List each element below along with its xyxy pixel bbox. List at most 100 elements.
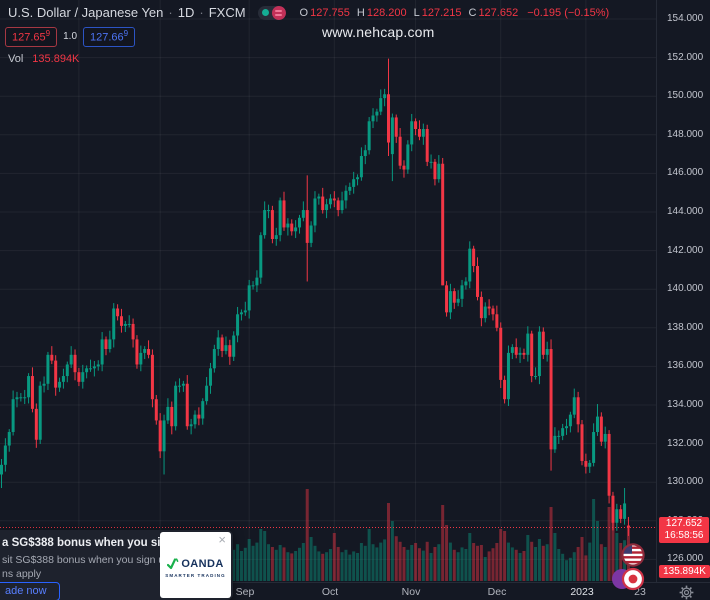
candle-body bbox=[7, 432, 11, 446]
ad-banner[interactable]: a SG$388 bonus when you sign up. sit SG$… bbox=[0, 530, 233, 600]
volume-bar bbox=[491, 548, 495, 581]
price-axis-label: 148.000 bbox=[667, 128, 704, 140]
volume-bar bbox=[468, 533, 472, 581]
volume-badge: 135.894K bbox=[659, 565, 710, 578]
candle-body bbox=[623, 503, 627, 519]
price-axis-label: 142.000 bbox=[667, 244, 704, 256]
volume-bar bbox=[456, 552, 460, 581]
candle-body bbox=[243, 310, 247, 313]
volume-bar bbox=[251, 545, 255, 581]
volume-bar bbox=[348, 554, 352, 581]
candle-body bbox=[19, 397, 23, 399]
candle-body bbox=[568, 414, 572, 427]
oanda-logo-icon bbox=[167, 558, 179, 570]
volume-bar bbox=[371, 544, 375, 581]
candle-body bbox=[433, 161, 437, 180]
candle-body bbox=[379, 98, 383, 112]
close-icon[interactable]: × bbox=[218, 532, 226, 547]
candle-body bbox=[371, 115, 375, 122]
change-value: −0.195 (−0.15%) bbox=[527, 6, 610, 19]
candle-body bbox=[410, 121, 414, 145]
candle-body bbox=[398, 136, 402, 166]
ask-price-button[interactable]: 127.669 bbox=[83, 27, 136, 47]
candle-body bbox=[201, 401, 205, 419]
candle-body bbox=[363, 150, 367, 157]
volume-bar bbox=[565, 560, 569, 581]
candle-body bbox=[185, 383, 189, 427]
timeframe-label[interactable]: 1D bbox=[177, 5, 195, 20]
volume-bar bbox=[352, 551, 356, 581]
volume-bar bbox=[317, 551, 321, 581]
candle-body bbox=[394, 117, 398, 137]
volume-bar bbox=[297, 547, 301, 581]
candle-body bbox=[611, 495, 615, 523]
ad-terms: ns apply bbox=[2, 568, 42, 580]
equals-icon bbox=[271, 5, 286, 20]
candle-body bbox=[445, 285, 449, 313]
volume-bar bbox=[255, 542, 259, 581]
volume-bar bbox=[390, 521, 394, 581]
candle-body bbox=[255, 277, 259, 286]
volume-bar bbox=[301, 543, 305, 581]
candle-body bbox=[104, 339, 108, 350]
candle-body bbox=[147, 349, 151, 355]
jp-flag-icon bbox=[612, 567, 645, 591]
candle-body bbox=[510, 347, 514, 353]
volume-bar bbox=[417, 548, 421, 581]
market-open-dot-icon bbox=[261, 9, 269, 16]
volume-bar bbox=[263, 531, 267, 581]
instrument-title[interactable]: U.S. Dollar / Japanese Yen bbox=[8, 5, 164, 20]
candle-body bbox=[340, 200, 344, 211]
price-axis[interactable]: 127.652 16:58:56 135.894K 154.000 152.000… bbox=[656, 0, 710, 582]
candle-body bbox=[580, 424, 584, 461]
candle-body bbox=[375, 111, 379, 116]
volume-bar bbox=[503, 531, 507, 581]
volume-bar bbox=[445, 525, 449, 581]
candle-body bbox=[572, 397, 576, 415]
candle-body bbox=[429, 161, 433, 163]
volume-bar bbox=[534, 547, 538, 581]
candle-body bbox=[216, 337, 220, 350]
volume-bar bbox=[615, 533, 619, 581]
volume-bar bbox=[495, 543, 499, 581]
candle-body bbox=[456, 298, 460, 303]
candlestick-chart[interactable] bbox=[0, 0, 656, 582]
volume-bar bbox=[340, 552, 344, 581]
gear-icon[interactable] bbox=[679, 585, 694, 600]
candle-body bbox=[514, 347, 518, 355]
volume-bar bbox=[460, 547, 464, 581]
candle-body bbox=[537, 331, 541, 377]
volume-bar bbox=[243, 547, 247, 581]
volume-bar bbox=[232, 549, 236, 581]
volume-bar bbox=[549, 507, 553, 581]
volume-bar bbox=[239, 551, 243, 581]
candle-body bbox=[15, 397, 19, 400]
candle-body bbox=[344, 190, 348, 201]
candle-body bbox=[232, 335, 236, 357]
candle-body bbox=[626, 525, 630, 528]
market-status-toggle[interactable] bbox=[257, 5, 286, 20]
volume-bar bbox=[267, 544, 271, 581]
candle-body bbox=[54, 360, 58, 388]
candle-body bbox=[162, 420, 166, 452]
trade-now-button[interactable]: ade now bbox=[0, 582, 60, 600]
candle-body bbox=[174, 385, 178, 427]
volume-bar bbox=[387, 503, 390, 581]
candle-body bbox=[305, 210, 309, 243]
candle-body bbox=[565, 426, 569, 429]
candle-body bbox=[81, 372, 85, 382]
candle-body bbox=[247, 285, 251, 311]
volume-bar bbox=[584, 555, 588, 581]
bid-price-button[interactable]: 127.659 bbox=[5, 27, 58, 47]
candle-body bbox=[236, 314, 240, 336]
time-axis-label: Dec bbox=[487, 586, 507, 598]
oanda-card[interactable]: × OANDA SMARTER TRADING bbox=[160, 532, 231, 598]
volume-bar bbox=[402, 547, 406, 581]
candle-body bbox=[603, 433, 607, 442]
last-price-badge: 127.652 16:58:56 bbox=[659, 517, 709, 544]
candle-body bbox=[534, 376, 538, 378]
candle-body bbox=[170, 406, 174, 427]
candle-body bbox=[352, 179, 356, 187]
candle-body bbox=[143, 349, 147, 353]
candle-body bbox=[588, 462, 592, 467]
